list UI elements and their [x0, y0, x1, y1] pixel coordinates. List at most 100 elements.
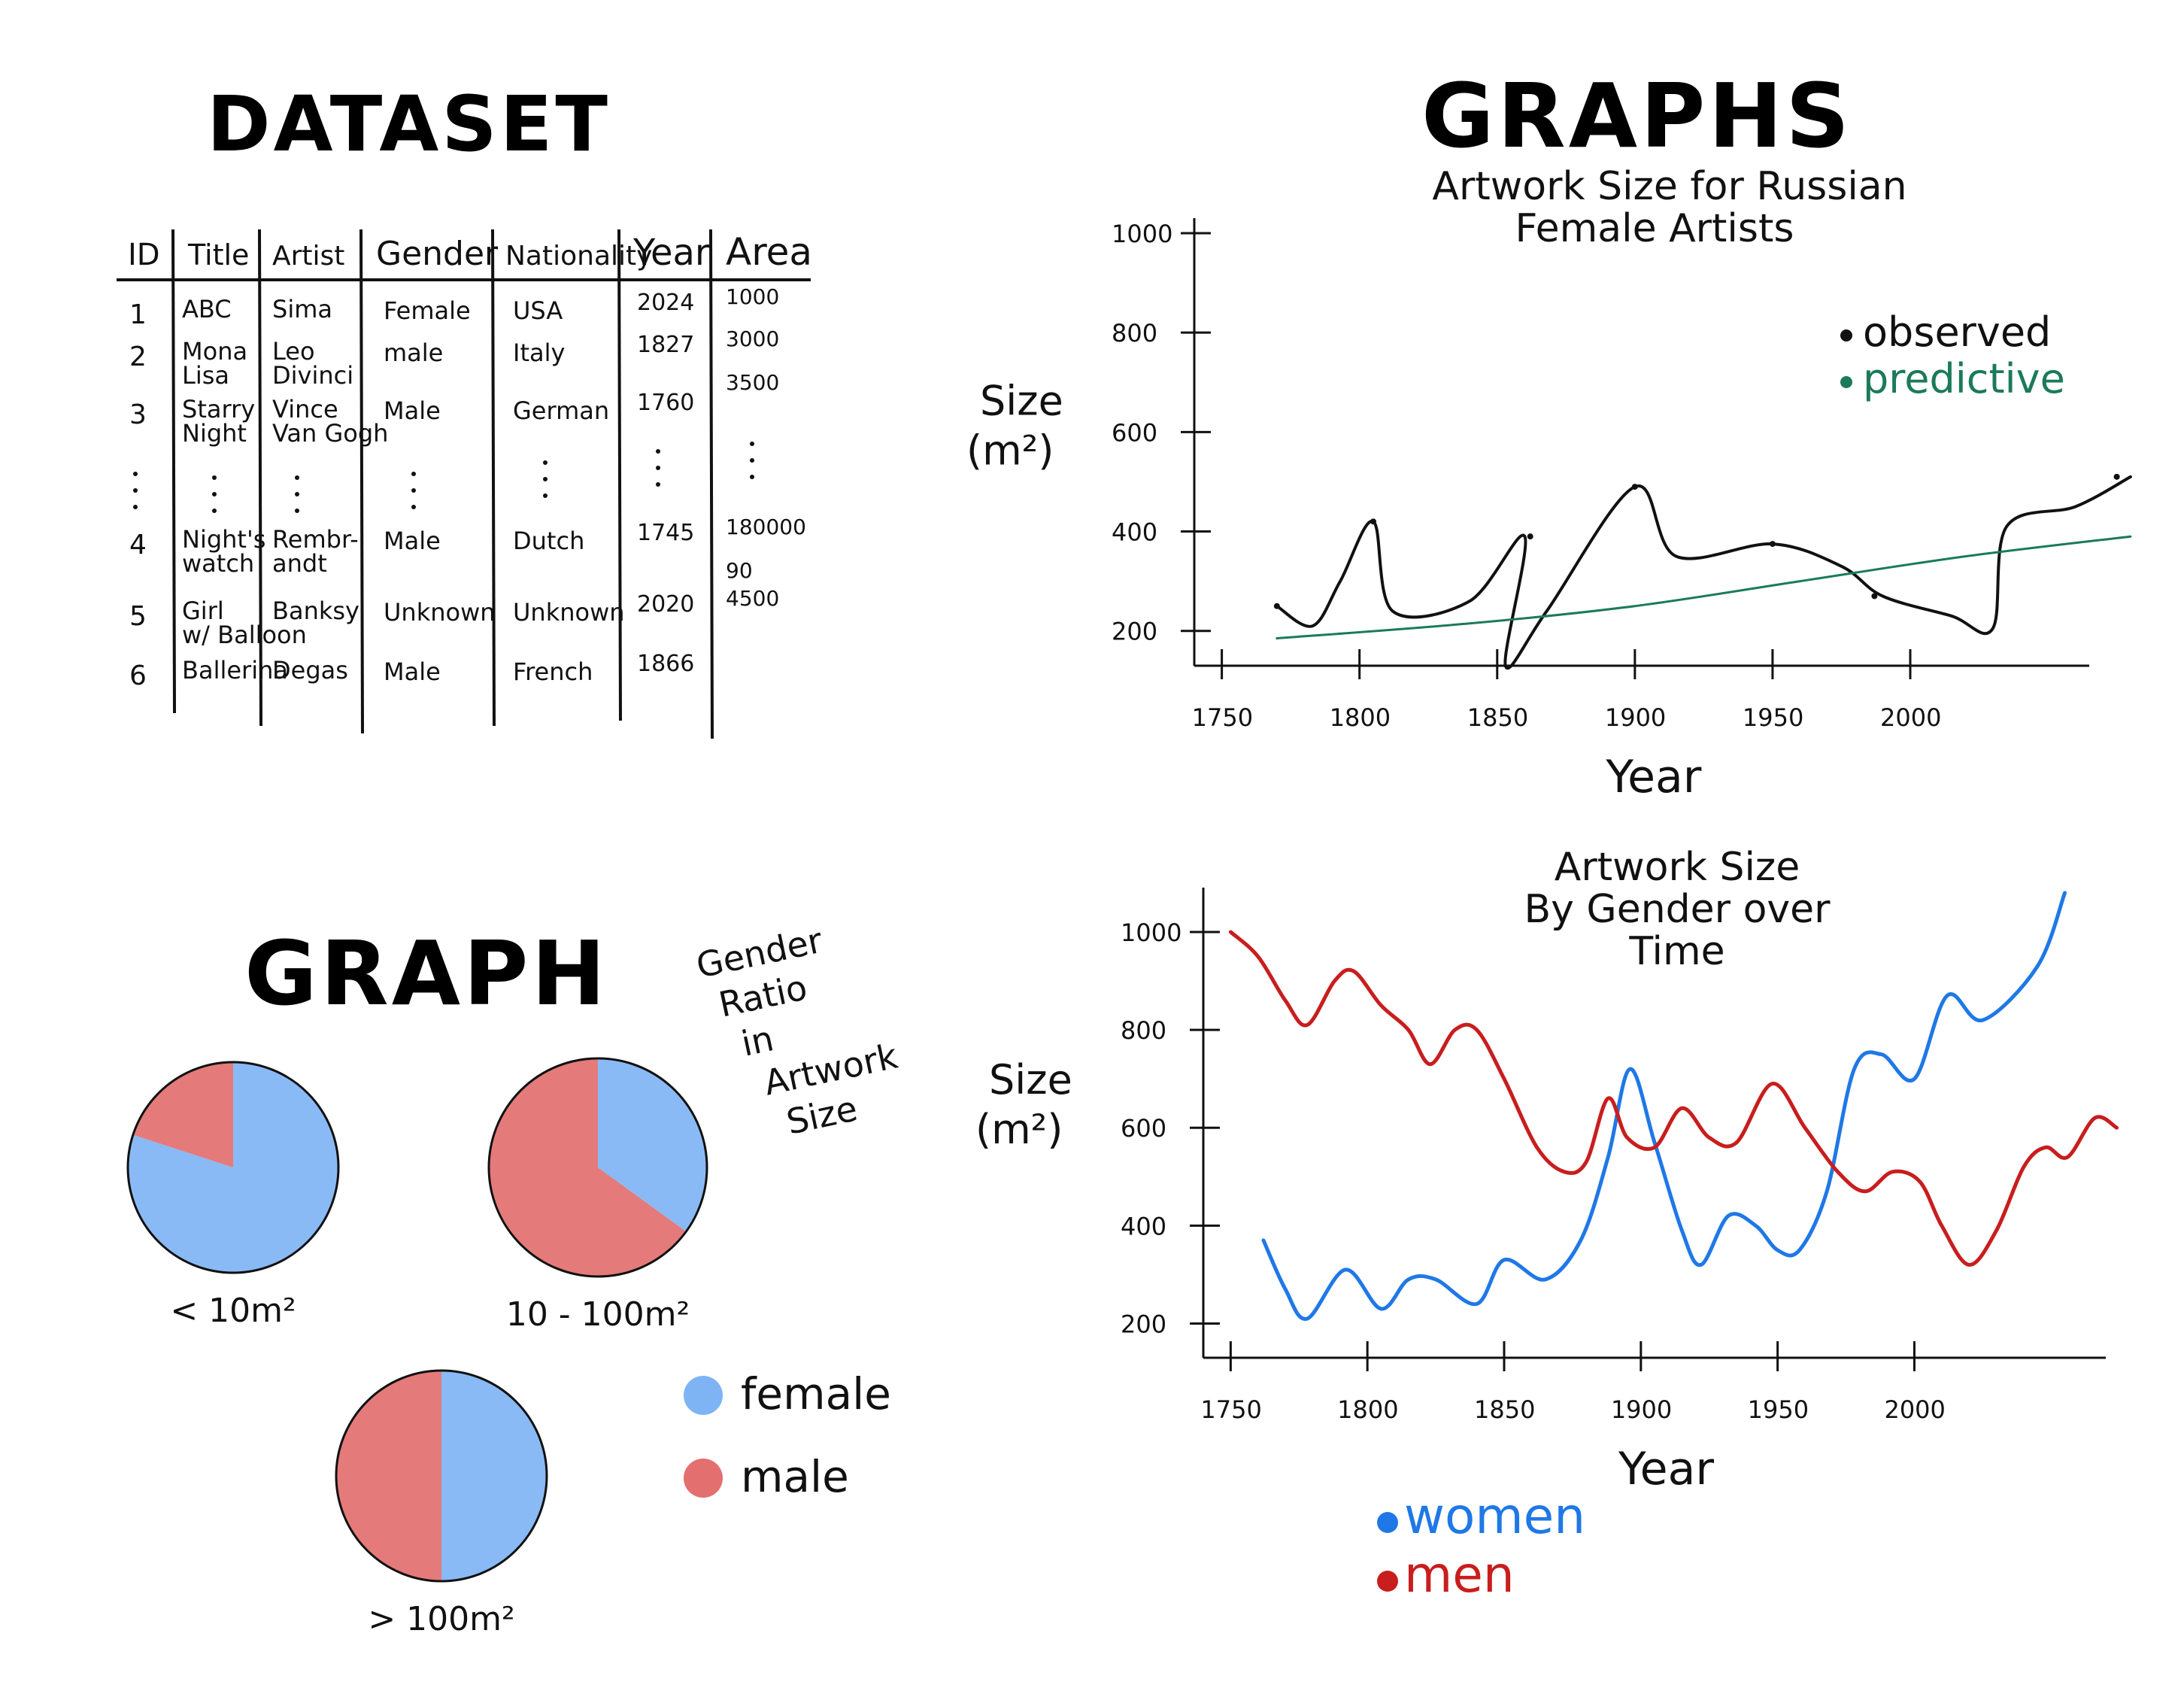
- chart-title: Time: [1628, 929, 1724, 974]
- legend-marker-men: [1377, 1571, 1398, 1592]
- table-header-cell: Area: [726, 230, 812, 274]
- table-cell-artist: Banksy: [272, 597, 359, 625]
- y-tick-label: 600: [1121, 1114, 1166, 1143]
- dataset-section: DATASET ID Title Artist Gender NationalityYe…: [117, 80, 812, 739]
- pie-size-label: < 10m²: [170, 1292, 296, 1330]
- table-cell-title: Lisa: [182, 361, 229, 390]
- series-point-observed: [1370, 518, 1376, 525]
- table-cell-id: 5: [129, 601, 147, 632]
- table-cell-title: ABC: [182, 295, 232, 323]
- table-cell-title: w/ Balloon: [182, 621, 307, 649]
- y-axis-label: (m²): [975, 1106, 1063, 1153]
- table-cell-id: 4: [129, 530, 147, 560]
- x-tick-label: 1900: [1605, 703, 1666, 732]
- x-tick-label: 1950: [1743, 703, 1803, 732]
- table-cell-gender: Male: [384, 657, 441, 686]
- table-cell-nationality: USA: [513, 296, 563, 325]
- y-tick-label: 200: [1121, 1310, 1166, 1338]
- series-point-observed: [2113, 473, 2120, 480]
- dataset-table: [117, 229, 811, 739]
- table-ellipsis-dot: [212, 475, 217, 480]
- table-cell-gender: Unknown: [384, 598, 496, 627]
- legend-label-male: male: [741, 1451, 849, 1502]
- pie-slice-male: [336, 1371, 441, 1581]
- table-cell-area: 3000: [726, 326, 779, 351]
- table-cell-title: Girl: [182, 597, 224, 625]
- table-cell-gender: Female: [384, 296, 471, 325]
- x-tick-label: 1800: [1330, 703, 1391, 732]
- table-cell-title: Night: [182, 419, 247, 448]
- pie-slice-female: [441, 1371, 547, 1581]
- table-header-cell: Title: [187, 238, 249, 272]
- table-cell-area: 4500: [726, 586, 779, 611]
- table-cell-artist: Divinci: [272, 361, 353, 390]
- russian-female-size-chart: 200 400 600 800 1000 1750 1800 1850 1900 1950 2000…: [966, 164, 2132, 803]
- table-cell-id: 3: [129, 399, 147, 430]
- gender-pies: < 10m² 10 - 100m² > 100m²: [126, 1057, 708, 1638]
- x-tick-label: 2000: [1884, 1395, 1945, 1424]
- x-tick-label: 1900: [1611, 1395, 1672, 1424]
- table-cell-area: 90: [726, 558, 753, 583]
- legend-label-men: men: [1404, 1546, 1515, 1604]
- pie-size-label: 10 - 100m²: [506, 1295, 690, 1334]
- table-cell-gender: Male: [384, 396, 441, 425]
- table-ellipsis-dot: [133, 488, 138, 493]
- table-header-cell: Artist: [272, 241, 344, 272]
- table-cell-area: 3500: [726, 370, 779, 395]
- table-cell-gender: male: [384, 339, 443, 367]
- size-by-gender-chart: 200 400 600 800 1000 1750 1800 1850 1900 1950 2000…: [975, 845, 2119, 1604]
- chart-title: Artwork Size for Russian: [1432, 164, 1906, 209]
- x-tick-label: 1950: [1748, 1395, 1809, 1424]
- chart-title: Artwork Size: [1555, 845, 1800, 890]
- table-cell-artist: andt: [272, 549, 327, 578]
- chart-title: By Gender over: [1524, 887, 1831, 932]
- table-cell-nationality: Italy: [513, 339, 565, 367]
- table-cell-id: 2: [129, 342, 147, 372]
- table-cell-nationality: German: [513, 396, 609, 425]
- table-ellipsis-dot: [295, 509, 299, 513]
- table-cell-artist: Degas: [272, 656, 348, 685]
- table-cell-title: Night's: [182, 525, 265, 554]
- graphs-heading: GRAPHS: [1421, 64, 1852, 168]
- y-tick-label: 1000: [1112, 220, 1172, 248]
- y-tick-label: 800: [1112, 319, 1157, 348]
- table-cell-artist: Rembr-: [272, 525, 359, 554]
- x-tick-label: 1800: [1337, 1395, 1398, 1424]
- table-col-divider: [491, 229, 496, 727]
- pie-slice-male: [489, 1058, 687, 1277]
- table-cell-year: 1827: [637, 332, 694, 358]
- table-ellipsis-dot: [295, 492, 299, 496]
- table-cell-title: Ballerina: [182, 656, 288, 685]
- table-col-divider: [359, 229, 364, 734]
- legend-label-predictive: predictive: [1863, 355, 2065, 402]
- table-cell-nationality: Unknown: [513, 598, 625, 627]
- legend-label-observed: observed: [1863, 308, 2051, 356]
- gender-legend: female male: [684, 1368, 891, 1502]
- table-header-cell: Gender: [376, 235, 499, 273]
- x-tick-label: 1850: [1467, 703, 1528, 732]
- dataset-heading: DATASET: [207, 80, 611, 169]
- table-ellipsis-dot: [750, 442, 754, 446]
- y-tick-label: 800: [1121, 1016, 1166, 1045]
- table-header-cell: Nationality: [505, 241, 652, 272]
- legend-marker-predictive: [1840, 376, 1852, 388]
- table-ellipsis-dot: [295, 475, 299, 480]
- table-ellipsis-dot: [411, 472, 416, 476]
- table-cell-title: watch: [182, 549, 254, 578]
- y-axis-label: Size: [980, 378, 1063, 425]
- series-point-observed: [1527, 533, 1533, 540]
- legend-label-women: women: [1404, 1487, 1585, 1545]
- table-ellipsis-dot: [133, 472, 138, 476]
- pie-chart: > 100m²: [335, 1369, 548, 1638]
- legend-marker-women: [1377, 1512, 1398, 1533]
- table-ellipsis-dot: [750, 458, 754, 463]
- table-cell-title: Starry: [182, 395, 255, 424]
- table-cell-area: 180000: [726, 515, 806, 539]
- table-cell-year: 1760: [637, 390, 694, 416]
- pie-chart: < 10m²: [126, 1061, 340, 1330]
- table-header-cell: ID: [128, 238, 160, 272]
- gender-ratio-title-word: in: [738, 1018, 777, 1064]
- table-cell-year: 1745: [637, 520, 694, 546]
- pie-outline: [126, 1061, 340, 1274]
